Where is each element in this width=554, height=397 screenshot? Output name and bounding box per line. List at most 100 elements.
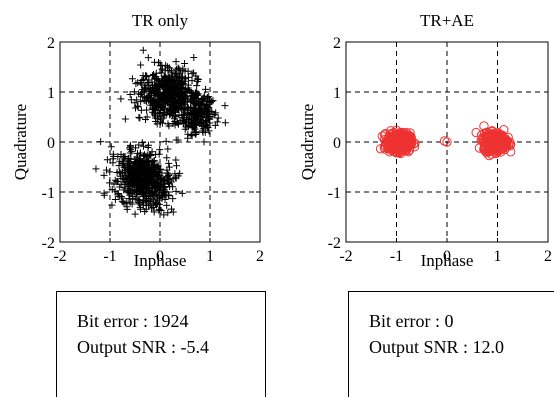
x-tick-label: 2	[256, 248, 264, 265]
scatter-points	[375, 121, 516, 161]
data-point	[121, 181, 129, 189]
data-point	[205, 93, 213, 101]
data-point	[191, 104, 199, 112]
data-point	[160, 191, 168, 199]
data-point	[213, 118, 221, 126]
data-point	[168, 205, 176, 213]
data-point	[180, 92, 188, 100]
output-snr-text: Output SNR : -5.4	[77, 337, 210, 357]
data-point	[172, 58, 180, 66]
data-point	[490, 136, 501, 146]
plot-title: TR+AE	[420, 11, 474, 30]
data-point	[168, 109, 176, 117]
data-point	[173, 162, 181, 170]
data-point	[136, 114, 144, 122]
data-point	[100, 171, 108, 179]
data-point	[184, 73, 192, 81]
data-point	[161, 67, 169, 75]
data-point	[130, 174, 138, 182]
bit-error-text: Bit error : 1924	[77, 311, 189, 331]
plot-title: TR only	[132, 11, 189, 30]
data-point	[168, 67, 176, 75]
data-point	[384, 147, 395, 157]
data-point	[111, 195, 119, 203]
data-point	[401, 135, 411, 146]
data-point	[128, 147, 136, 155]
data-point	[134, 156, 142, 164]
data-point	[116, 183, 124, 191]
data-point	[189, 93, 197, 101]
data-point	[149, 177, 157, 185]
data-point	[162, 98, 170, 106]
data-point	[138, 179, 146, 187]
data-point	[170, 115, 178, 123]
data-point	[168, 86, 176, 94]
data-point	[189, 108, 197, 116]
data-point	[202, 85, 210, 93]
data-point	[155, 193, 163, 201]
data-point	[118, 197, 126, 205]
data-point	[166, 182, 174, 190]
data-point	[140, 197, 148, 205]
data-point	[205, 127, 213, 135]
data-point	[184, 121, 192, 129]
data-point	[179, 119, 187, 127]
data-point	[169, 195, 177, 203]
data-point	[149, 202, 157, 210]
data-point	[152, 83, 160, 91]
data-point	[103, 166, 111, 174]
data-point	[156, 93, 164, 101]
data-point	[144, 54, 152, 62]
data-point	[188, 77, 196, 85]
data-point	[158, 61, 166, 69]
data-point	[150, 208, 158, 216]
plot-tr-only: TR only -2 -1 0 1 2 -2 -1 0 1 2 Inphase Quadratur…	[11, 11, 264, 270]
data-point	[202, 118, 210, 126]
data-point	[139, 46, 147, 54]
data-point	[127, 96, 135, 104]
data-point	[141, 115, 149, 123]
data-point	[138, 86, 146, 94]
data-point	[140, 76, 148, 84]
data-point	[97, 138, 105, 146]
x-tick-label: -2	[53, 248, 66, 265]
data-point	[109, 150, 117, 158]
stats-box-tr-ae: Bit error : 0 Output SNR : 12.0	[348, 291, 554, 397]
data-point	[117, 95, 125, 103]
data-point	[150, 58, 158, 66]
data-point	[92, 165, 100, 173]
data-point	[161, 195, 169, 203]
data-point	[164, 120, 172, 128]
data-point	[124, 156, 132, 164]
data-point	[137, 91, 145, 99]
data-point	[146, 160, 154, 168]
data-point	[145, 78, 153, 86]
data-point	[154, 79, 162, 87]
data-point	[190, 112, 198, 120]
data-point	[156, 205, 164, 213]
data-point	[126, 90, 134, 98]
x-tick-label: -1	[390, 248, 403, 265]
data-point	[145, 141, 153, 149]
data-point	[139, 72, 147, 80]
x-tick-label: 0	[443, 248, 451, 265]
data-point	[167, 97, 175, 105]
data-point	[127, 155, 135, 163]
data-point	[198, 96, 206, 104]
data-point	[164, 145, 172, 153]
output-snr-text: Output SNR : 12.0	[369, 337, 505, 357]
data-point	[139, 152, 147, 160]
data-point	[100, 191, 108, 199]
data-point	[138, 139, 146, 147]
data-point	[126, 149, 134, 157]
data-point	[135, 181, 143, 189]
data-point	[157, 99, 165, 107]
data-point	[167, 80, 175, 88]
data-point	[163, 154, 171, 162]
scatter-points	[92, 46, 229, 219]
data-point	[181, 77, 189, 85]
data-point	[176, 89, 184, 97]
data-point	[162, 77, 170, 85]
data-point	[172, 65, 180, 73]
